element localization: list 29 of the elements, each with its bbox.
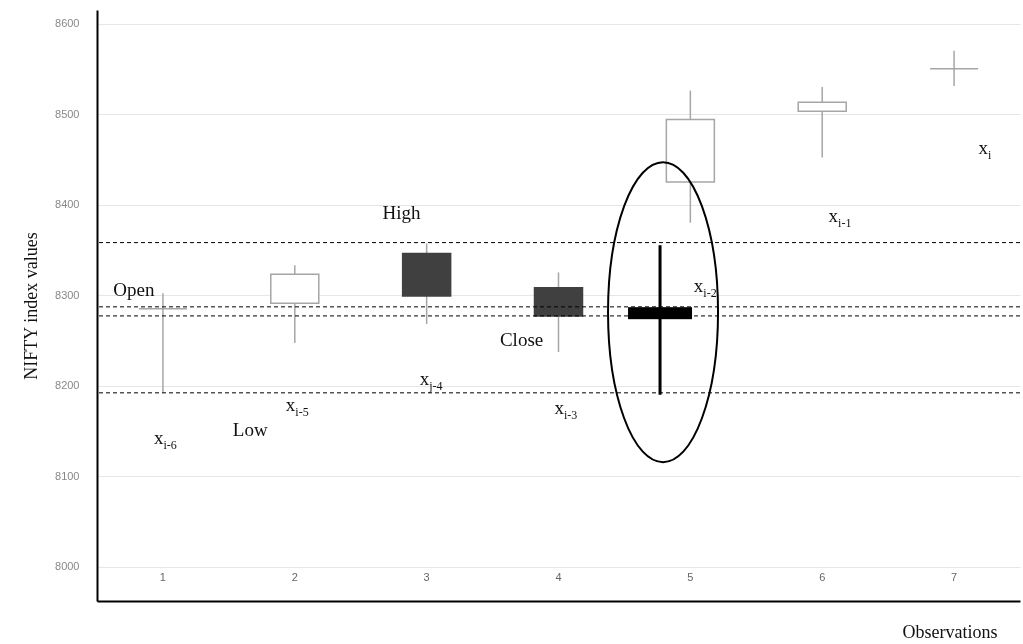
- annotation: x$_{i-2}$: [693, 274, 717, 301]
- annotation: x$_{i-5}$: [285, 394, 309, 421]
- annotation: Open: [113, 279, 155, 302]
- y-tick-label: 8000: [55, 560, 80, 573]
- x-tick-label: 7: [951, 570, 958, 583]
- y-tick-label: 8200: [55, 379, 80, 392]
- x-tick-label: 5: [687, 570, 694, 583]
- y-tick-label: 8100: [55, 469, 80, 482]
- annotation: x$_{i-3}$: [554, 397, 578, 423]
- x-tick-label: 2: [291, 570, 298, 583]
- candlestick: [929, 49, 979, 87]
- annotation: x$_{i-1}$: [828, 205, 852, 231]
- y-tick-label: 8300: [55, 288, 80, 301]
- annotation: x$_{i}$: [978, 137, 992, 163]
- y-tick-label: 8400: [55, 198, 80, 211]
- candlestick: [797, 86, 847, 159]
- annotation: Close: [499, 328, 544, 351]
- x-axis-title: Observations: [902, 621, 998, 643]
- y-tick-label: 8500: [55, 107, 80, 120]
- x-tick-label: 1: [159, 570, 166, 583]
- y-axis-title: NIFTY index values: [21, 232, 42, 380]
- x-tick-label: 6: [819, 570, 826, 583]
- annotation: x$_{i-6}$: [153, 427, 177, 454]
- annotation: Low: [232, 418, 268, 441]
- y-tick-label: 8600: [55, 17, 80, 30]
- x-tick-label: 3: [423, 570, 430, 583]
- x-tick-label: 4: [555, 570, 562, 583]
- annotation: High: [382, 201, 421, 224]
- annotation: x$_{j-4}$: [419, 368, 443, 395]
